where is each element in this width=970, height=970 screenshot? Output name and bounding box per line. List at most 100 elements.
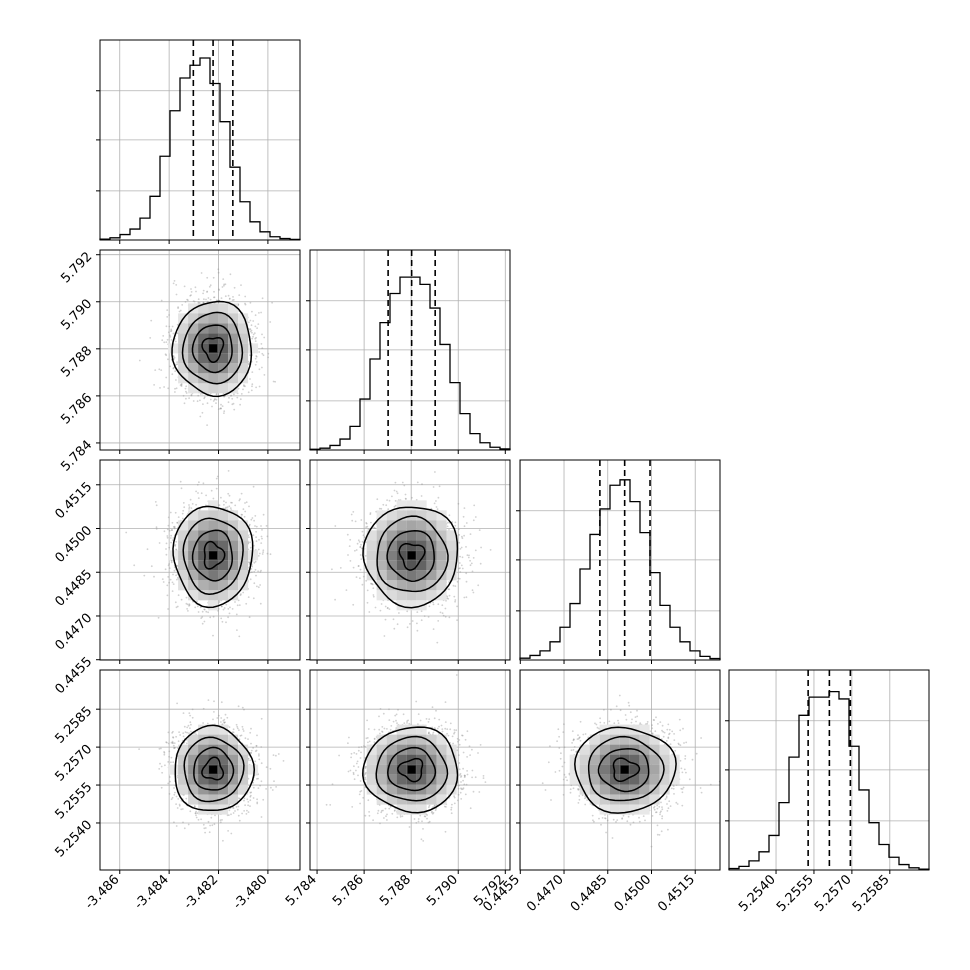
- scatter-point: [165, 542, 168, 545]
- scatter-point: [170, 329, 173, 332]
- scatter-point: [458, 743, 461, 746]
- density-block: [366, 540, 377, 551]
- scatter-point: [411, 496, 413, 499]
- scatter-point: [221, 405, 224, 407]
- scatter-point: [556, 740, 558, 743]
- scatter-point: [222, 608, 225, 611]
- density-block: [198, 383, 209, 394]
- scatter-point: [420, 838, 423, 841]
- scatter-point: [433, 717, 436, 720]
- scatter-point: [652, 719, 655, 721]
- scatter-point: [201, 622, 204, 625]
- density-block: [599, 764, 610, 775]
- scatter-point: [260, 746, 263, 748]
- scatter-point: [366, 601, 369, 604]
- scatter-point: [436, 727, 439, 730]
- scatter-point: [608, 720, 611, 723]
- scatter-point: [158, 768, 161, 770]
- scatter-point: [200, 492, 203, 495]
- density-block: [426, 510, 437, 521]
- density-block: [406, 500, 417, 511]
- density-block: [446, 560, 457, 571]
- density-block: [208, 590, 219, 601]
- scatter-point: [373, 737, 376, 740]
- scatter-point: [672, 785, 675, 787]
- density-block: [198, 784, 209, 795]
- density-block: [649, 734, 660, 745]
- scatter-point: [408, 722, 411, 725]
- scatter-point: [604, 817, 607, 820]
- scatter-point: [477, 584, 480, 587]
- scatter-point: [170, 798, 173, 801]
- scatter-point: [582, 733, 585, 736]
- scatter-point: [431, 726, 434, 729]
- scatter-point: [205, 610, 208, 613]
- scatter-point: [601, 817, 604, 819]
- scatter-point: [254, 314, 257, 317]
- scatter-point: [190, 294, 192, 296]
- scatter-point: [170, 328, 173, 331]
- scatter-point: [635, 720, 637, 723]
- density-block: [446, 570, 457, 581]
- scatter-point: [211, 405, 213, 408]
- scatter-point: [334, 598, 336, 601]
- scatter-point: [544, 789, 547, 791]
- scatter-point: [184, 731, 187, 733]
- scatter-point: [174, 387, 176, 390]
- scatter-point: [656, 807, 659, 810]
- scatter-point: [255, 336, 257, 339]
- density-block: [436, 560, 447, 571]
- scatter-point: [245, 602, 248, 605]
- density-block: [609, 724, 620, 735]
- scatter-point: [661, 817, 663, 820]
- scatter-point: [171, 581, 174, 584]
- scatter-point: [174, 511, 177, 514]
- scatter-point: [366, 589, 369, 592]
- scatter-point: [450, 808, 453, 811]
- scatter-point: [260, 343, 263, 345]
- scatter-point: [195, 814, 197, 817]
- density-block: [386, 794, 397, 805]
- scatter-point: [218, 599, 221, 602]
- scatter-point: [231, 299, 234, 301]
- scatter-point: [177, 516, 180, 518]
- scatter-point: [167, 576, 170, 578]
- scatter-point: [411, 620, 414, 622]
- scatter-point: [248, 524, 251, 527]
- scatter-point: [203, 396, 206, 399]
- scatter-point: [456, 619, 458, 621]
- scatter-point: [368, 814, 371, 817]
- scatter-point: [558, 735, 560, 738]
- scatter-point: [193, 805, 196, 808]
- scatter-point: [249, 794, 252, 797]
- density-block: [218, 383, 229, 394]
- scatter-point: [432, 628, 435, 630]
- scatter-point: [435, 807, 438, 810]
- scatter-point: [183, 402, 186, 405]
- scatter-point: [433, 804, 436, 807]
- scatter-point: [392, 720, 395, 723]
- scatter-point: [254, 337, 257, 340]
- scatter-point: [571, 742, 573, 744]
- panel-frame: [99, 39, 301, 241]
- scatter-point: [175, 735, 178, 738]
- scatter-point: [216, 475, 219, 478]
- scatter-point: [227, 608, 230, 610]
- scatter-point: [163, 341, 166, 344]
- density-block: [188, 580, 199, 591]
- density-block: [406, 600, 417, 611]
- scatter-point: [171, 740, 174, 743]
- scatter-point: [562, 778, 565, 781]
- scatter-point: [636, 709, 638, 712]
- scatter-point: [260, 535, 263, 538]
- scatter-point: [700, 791, 703, 794]
- scatter-point: [380, 809, 383, 812]
- density-block: [406, 530, 417, 541]
- scatter-point: [275, 754, 277, 757]
- scatter-point: [396, 722, 398, 724]
- scatter-point: [191, 716, 194, 719]
- scatter-point: [160, 299, 163, 302]
- scatter-point: [249, 795, 252, 798]
- scatter-point: [277, 753, 280, 755]
- density-block: [386, 560, 397, 571]
